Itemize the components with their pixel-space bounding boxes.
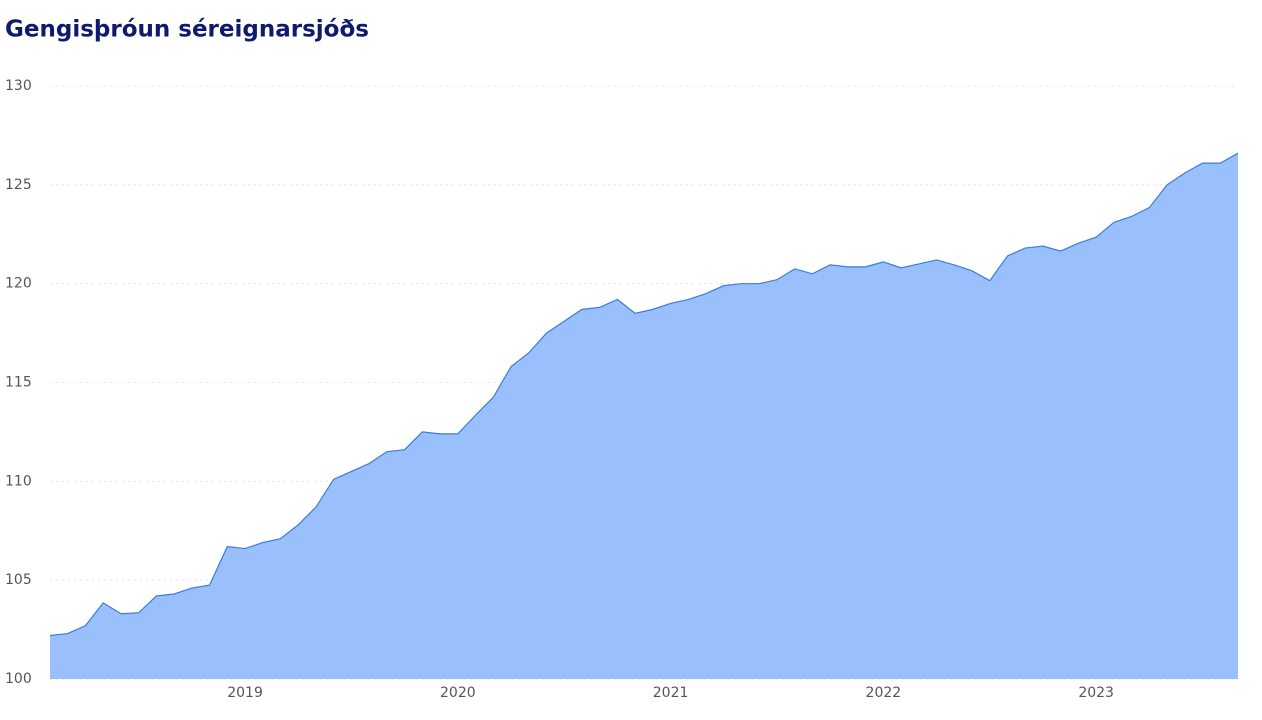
x-tick-label: 2023 (1078, 685, 1114, 701)
y-tick-label: 130 (5, 78, 32, 94)
y-tick-label: 120 (5, 276, 32, 292)
x-tick-label: 2022 (866, 685, 902, 701)
y-tick-label: 115 (5, 375, 32, 391)
chart-title: Gengisþróun séreignarsjóðs (5, 17, 369, 43)
line (49, 152, 1239, 637)
y-tick-label: 105 (5, 572, 32, 588)
y-tick-label: 125 (5, 177, 32, 193)
y-tick-label: 100 (5, 671, 32, 687)
area (50, 153, 1238, 679)
x-tick-label: 2021 (653, 685, 689, 701)
y-tick-label: 110 (5, 473, 32, 489)
x-tick-label: 2020 (440, 685, 476, 701)
x-tick-label: 2019 (227, 685, 263, 701)
